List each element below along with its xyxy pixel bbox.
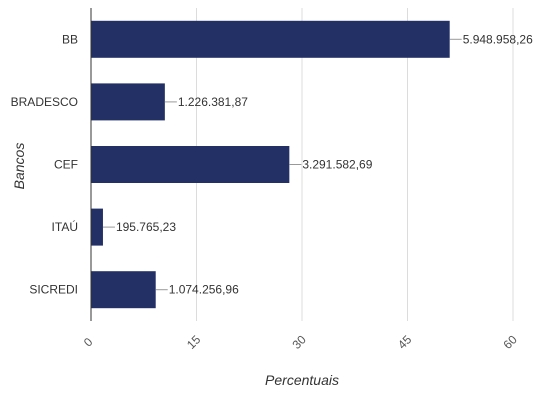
bar: [91, 83, 165, 121]
bar: [91, 208, 103, 246]
data-label: 5.948.958,26: [463, 32, 533, 46]
x-tick-label: 0: [81, 335, 96, 350]
x-tick-labels: 0 15 30 45 60: [81, 332, 520, 352]
category-tick-label: SICREDI: [29, 283, 78, 297]
category-tick-label: BB: [62, 32, 78, 46]
category-tick-label: ITAÚ: [52, 219, 78, 234]
bar: [91, 20, 450, 58]
data-label: 3.291.582,69: [302, 158, 372, 172]
y-axis-title: Bancos: [11, 143, 27, 190]
x-tick-label: 60: [500, 332, 520, 352]
x-tick-label: 45: [395, 332, 415, 352]
x-axis-title: Percentuais: [265, 372, 339, 388]
data-label: 1.074.256,96: [169, 283, 239, 297]
data-labels: 5.948.958,26 1.226.381,87 3.291.582,69 195.…: [116, 32, 533, 296]
bar: [91, 271, 156, 309]
bars: [91, 20, 450, 309]
category-tick-labels: BB BRADESCO CEF ITAÚ SICREDI: [11, 32, 78, 296]
data-label: 1.226.381,87: [178, 95, 248, 109]
data-label: 195.765,23: [116, 220, 176, 234]
x-tick-label: 15: [184, 332, 204, 352]
category-tick-label: CEF: [54, 158, 78, 172]
data-label-leaders: [102, 38, 462, 291]
x-tick-label: 30: [289, 332, 309, 352]
bar: [91, 146, 290, 183]
category-tick-label: BRADESCO: [11, 95, 78, 109]
